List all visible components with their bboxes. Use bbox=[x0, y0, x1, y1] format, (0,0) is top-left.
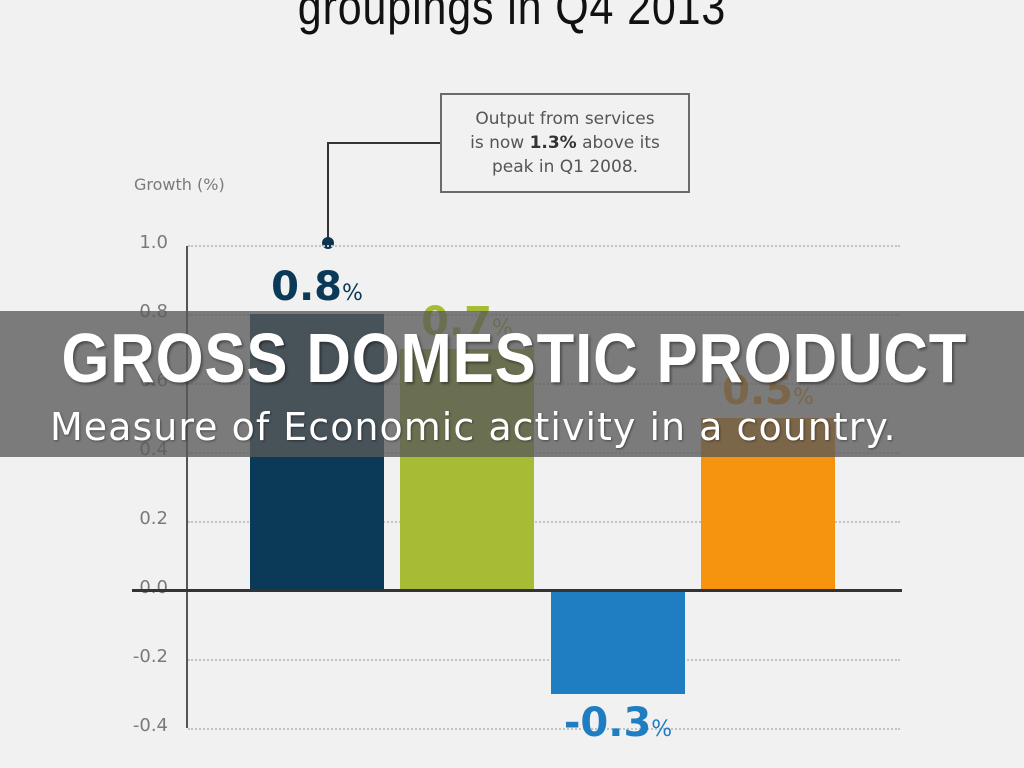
bar-value-label: -0.3% bbox=[531, 700, 705, 746]
y-tick-label: 0.0 bbox=[139, 577, 168, 598]
bar-value-label: 0.8% bbox=[230, 264, 404, 310]
bar-value: -0.3 bbox=[563, 699, 652, 746]
title-overlay-band bbox=[0, 311, 1024, 457]
callout-line-1: Output from services bbox=[475, 109, 655, 129]
callout-line-3: peak in Q1 2008. bbox=[491, 157, 639, 177]
zero-baseline bbox=[132, 589, 902, 592]
bar-value: 0.8 bbox=[271, 264, 342, 310]
percent-sign: % bbox=[341, 281, 363, 306]
callout-anchor-dot bbox=[322, 237, 334, 249]
y-tick-label: 0.2 bbox=[139, 508, 168, 529]
percent-sign: % bbox=[651, 716, 673, 742]
gridline bbox=[188, 728, 900, 730]
bar-3 bbox=[551, 590, 685, 694]
annotation-callout: Output from services is now 1.3% above i… bbox=[440, 93, 690, 193]
y-axis-label: Growth (%) bbox=[134, 175, 225, 194]
gridline bbox=[188, 659, 900, 661]
y-axis-line bbox=[186, 246, 188, 728]
callout-line-2: is now 1.3% above its bbox=[470, 133, 660, 153]
chart-title: groupings in Q4 2013 bbox=[297, 0, 727, 35]
callout-leader-vertical bbox=[327, 143, 329, 243]
subtitle: Measure of Economic activity in a countr… bbox=[50, 405, 897, 449]
gridline bbox=[188, 245, 900, 247]
y-tick-label: 1.0 bbox=[139, 232, 168, 253]
headline: GROSS DOMESTIC PRODUCT bbox=[61, 319, 968, 397]
y-tick-label: -0.4 bbox=[132, 715, 168, 736]
gridline bbox=[188, 521, 900, 523]
callout-leader-horizontal bbox=[327, 142, 441, 144]
y-tick-label: -0.2 bbox=[132, 646, 168, 667]
